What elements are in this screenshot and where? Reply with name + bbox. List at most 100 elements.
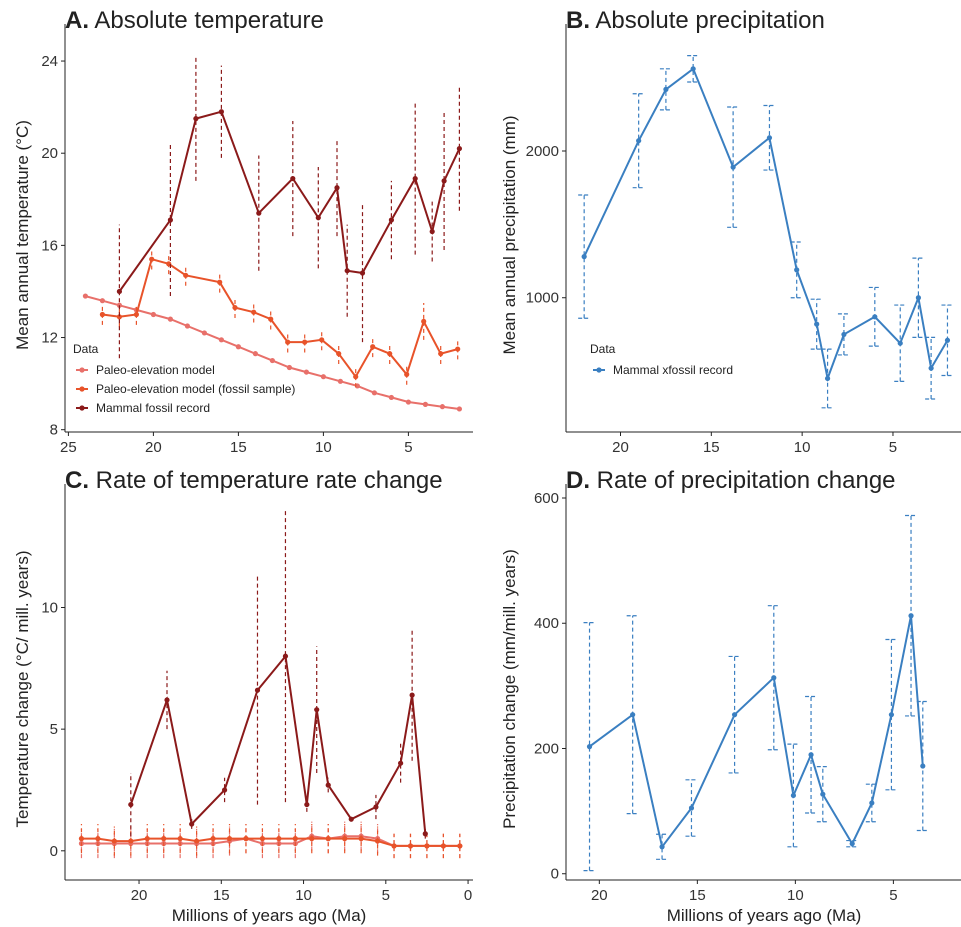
data-point	[388, 217, 394, 223]
data-point	[189, 821, 195, 827]
legend-marker	[596, 367, 602, 373]
data-point	[897, 340, 903, 346]
x-axis-label: Millions of years ago (Ma)	[667, 906, 862, 925]
y-tick-label: 2000	[526, 143, 559, 160]
panel-title: A. Absolute temperature	[65, 7, 324, 34]
data-point	[422, 831, 428, 837]
data-point	[235, 344, 241, 350]
data-point	[292, 836, 298, 842]
data-point	[256, 210, 262, 216]
legend-label: Mammal xfossil record	[613, 363, 733, 377]
panel-title-text: Rate of temperature rate change	[89, 467, 443, 494]
panel-title-text: Absolute precipitation	[590, 7, 825, 34]
data-point	[319, 337, 325, 343]
data-point	[373, 804, 379, 810]
x-tick-label: 5	[889, 887, 897, 904]
data-point	[150, 311, 156, 318]
x-tick-label: 15	[213, 887, 230, 904]
data-point	[276, 836, 282, 842]
data-point	[218, 337, 224, 343]
panel-title: B. Absolute precipitation	[566, 7, 825, 34]
data-point	[177, 836, 183, 842]
data-point	[334, 185, 340, 191]
data-point	[663, 86, 669, 92]
data-point	[820, 791, 826, 797]
data-point	[193, 116, 199, 122]
data-point	[167, 316, 173, 322]
data-point	[456, 406, 462, 412]
series-line	[102, 257, 458, 379]
data-point	[944, 337, 951, 343]
data-point	[325, 836, 331, 842]
data-point	[391, 843, 397, 849]
data-point	[78, 836, 85, 842]
legend-title: Data	[73, 342, 99, 356]
data-point	[370, 344, 376, 350]
data-point	[268, 316, 274, 322]
data-point	[111, 838, 117, 844]
data-point	[439, 404, 445, 410]
data-point	[808, 752, 814, 758]
legend-title: Data	[590, 342, 616, 356]
panel-letter: D.	[566, 467, 590, 494]
y-tick-label: 0	[50, 843, 58, 860]
data-point	[581, 254, 587, 260]
series	[128, 510, 428, 839]
data-point	[872, 314, 878, 320]
data-point	[766, 135, 773, 141]
data-point	[116, 314, 122, 320]
x-tick-label: 10	[295, 887, 312, 904]
y-tick-label: 20	[41, 145, 58, 162]
series	[578, 55, 954, 409]
data-point	[336, 351, 342, 357]
data-point	[630, 712, 636, 718]
y-tick-label: 8	[50, 422, 58, 439]
data-point	[388, 394, 394, 401]
panel-title: D. Rate of precipitation change	[566, 467, 896, 494]
data-point	[888, 712, 895, 718]
y-tick-label: 0	[551, 866, 559, 883]
data-point	[404, 371, 410, 377]
data-point	[794, 267, 800, 273]
data-point	[407, 843, 414, 849]
x-tick-label: 15	[703, 439, 720, 456]
data-point	[348, 816, 354, 822]
data-point	[149, 256, 155, 262]
y-tick-label: 600	[534, 490, 559, 507]
x-tick-label: 5	[889, 439, 897, 456]
x-tick-label: 10	[794, 439, 811, 456]
legend: Data Mammal xfossil record	[590, 342, 733, 377]
data-point	[358, 836, 364, 842]
series-line	[588, 615, 924, 850]
data-point	[269, 357, 275, 364]
data-point	[144, 836, 150, 842]
data-point	[221, 787, 228, 793]
data-point	[456, 145, 462, 152]
x-tick-label: 10	[315, 439, 332, 456]
data-point	[344, 268, 350, 274]
data-point	[441, 178, 447, 184]
data-point	[325, 782, 331, 788]
legend-marker	[79, 367, 85, 373]
data-point	[161, 836, 167, 842]
panel-letter: A.	[65, 7, 89, 34]
data-point	[730, 164, 736, 170]
data-point	[285, 339, 291, 345]
data-point	[586, 744, 593, 750]
panel-a: A. Absolute temperature 8 12 16 20 24 25 20 15 10…	[13, 7, 473, 456]
data-point	[232, 304, 238, 311]
data-point	[353, 374, 359, 380]
panel-title: C. Rate of temperature rate change	[65, 467, 443, 494]
legend-label: Mammal fossil record	[96, 401, 210, 415]
x-tick-label: 5	[404, 439, 412, 456]
data-point	[133, 311, 139, 318]
data-point	[184, 323, 190, 329]
data-point	[99, 298, 105, 304]
y-axis-label: Precipitation change (mm/mill. years)	[500, 549, 519, 829]
data-point	[387, 351, 393, 357]
legend-label: Paleo-elevation model	[96, 363, 215, 377]
data-point	[167, 217, 173, 223]
data-point	[920, 763, 926, 769]
data-point	[290, 175, 296, 182]
panel-letter: B.	[566, 7, 590, 34]
